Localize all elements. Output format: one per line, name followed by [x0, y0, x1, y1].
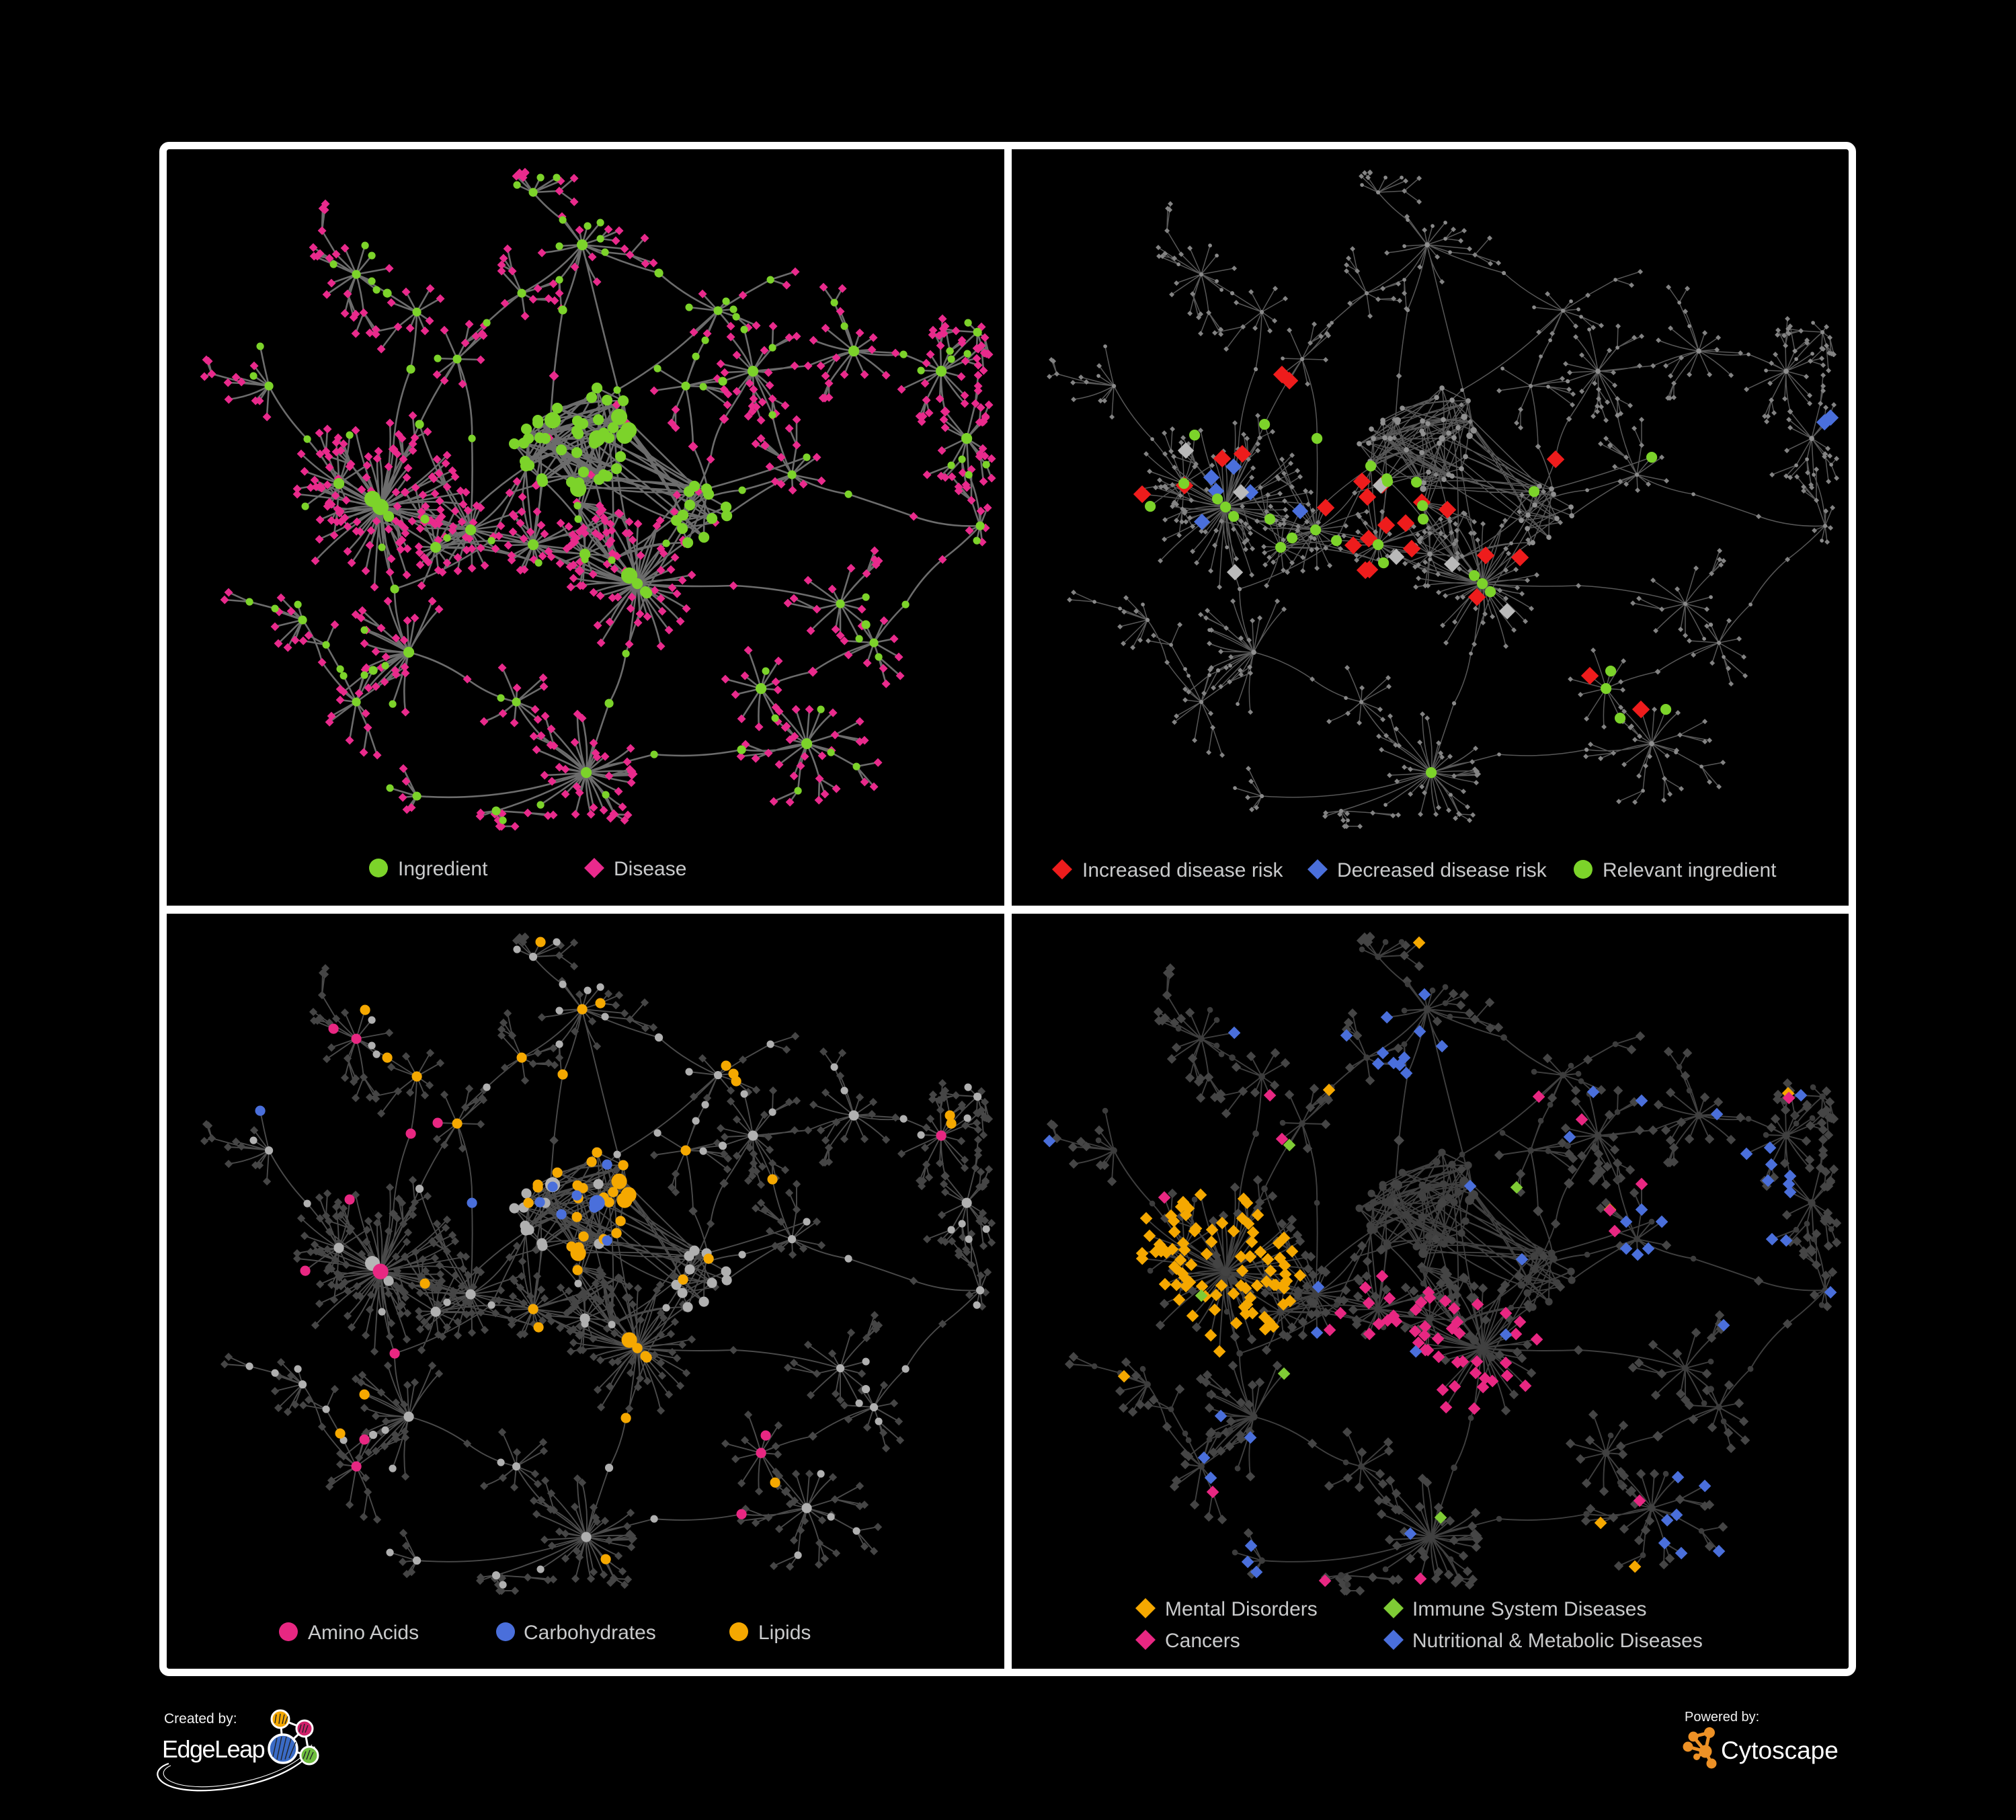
svg-text:Cytoscape: Cytoscape: [1721, 1737, 1839, 1764]
svg-text:Lipids: Lipids: [758, 1622, 811, 1644]
svg-text:Relevant ingredient: Relevant ingredient: [1603, 859, 1777, 881]
svg-text:Disease: Disease: [614, 858, 686, 880]
svg-text:Immune System Diseases: Immune System Diseases: [1412, 1598, 1646, 1620]
svg-text:Mental Disorders: Mental Disorders: [1165, 1598, 1318, 1620]
svg-text:Ingredient: Ingredient: [398, 858, 488, 880]
svg-text:Nutritional & Metabolic Diseas: Nutritional & Metabolic Diseases: [1412, 1630, 1703, 1652]
svg-text:Decreased disease risk: Decreased disease risk: [1337, 859, 1547, 881]
svg-text:EdgeLeap: EdgeLeap: [162, 1735, 265, 1763]
svg-text:Amino Acids: Amino Acids: [308, 1622, 419, 1644]
svg-text:Carbohydrates: Carbohydrates: [524, 1622, 656, 1644]
svg-text:Created by:: Created by:: [164, 1711, 237, 1727]
svg-text:Cancers: Cancers: [1165, 1630, 1240, 1652]
svg-text:Increased disease risk: Increased disease risk: [1082, 859, 1283, 881]
svg-text:Powered by:: Powered by:: [1685, 1710, 1759, 1725]
